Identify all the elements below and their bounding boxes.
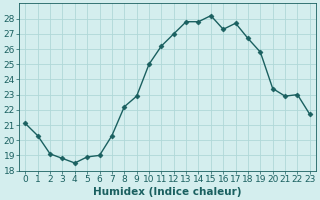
- X-axis label: Humidex (Indice chaleur): Humidex (Indice chaleur): [93, 187, 242, 197]
